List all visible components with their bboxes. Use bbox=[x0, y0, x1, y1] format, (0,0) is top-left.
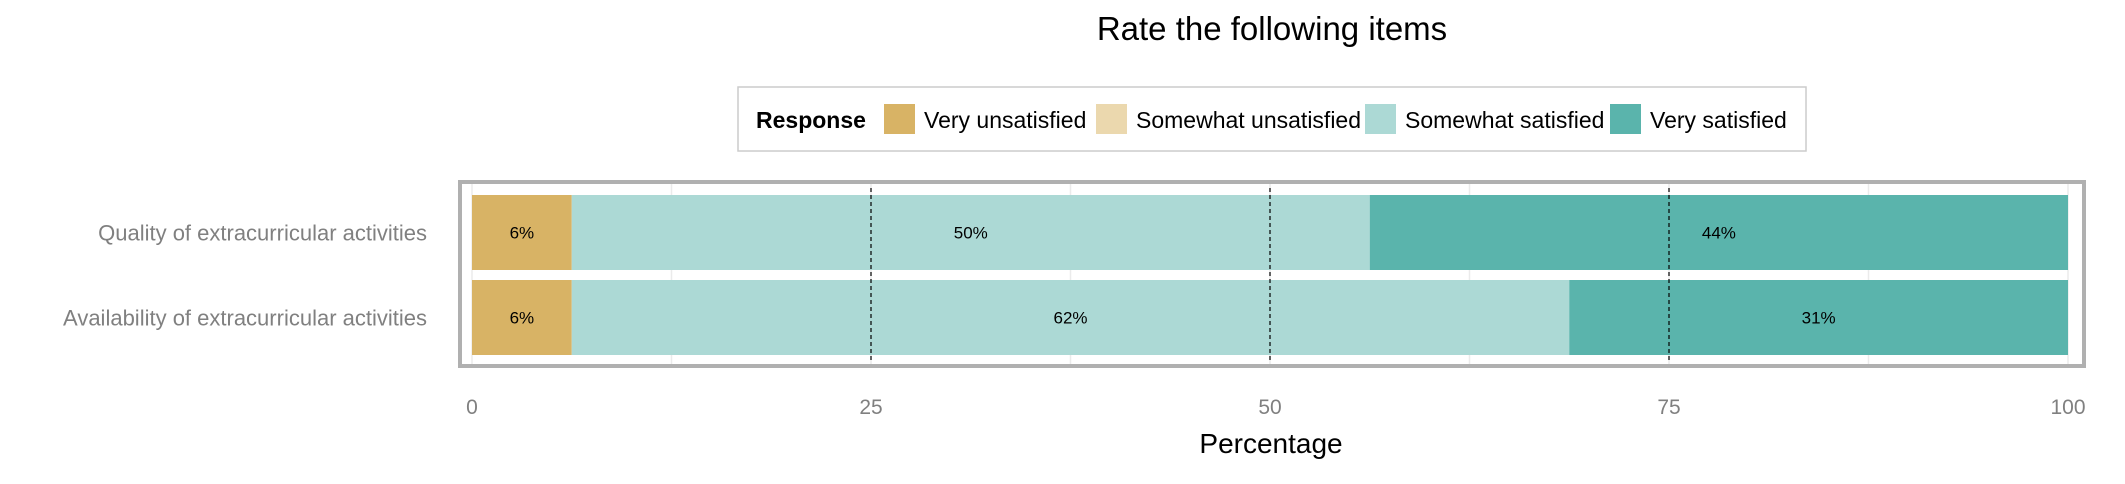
x-tick-label: 100 bbox=[2050, 396, 2085, 419]
legend-label-very-satisfied: Very satisfied bbox=[1650, 107, 1787, 133]
panel-border bbox=[458, 180, 2086, 368]
bar-segment bbox=[1569, 280, 2068, 355]
x-tick-label: 0 bbox=[466, 396, 478, 419]
bar-segment bbox=[1369, 195, 2068, 270]
bar-segment bbox=[472, 195, 572, 270]
legend-swatch-very-unsatisfied bbox=[884, 104, 915, 134]
data-label: 6% bbox=[510, 224, 535, 243]
data-label: 44% bbox=[1702, 224, 1736, 243]
legend-label-somewhat-satisfied: Somewhat satisfied bbox=[1405, 107, 1604, 133]
legend-swatch-somewhat-unsatisfied bbox=[1096, 104, 1127, 134]
y-axis: Quality of extracurricular activities Ava… bbox=[63, 221, 427, 331]
x-tick-label: 50 bbox=[1258, 396, 1281, 419]
x-axis-title: Percentage bbox=[1199, 428, 1342, 459]
bar-segment bbox=[571, 195, 1370, 270]
bar-segment bbox=[472, 280, 572, 355]
legend: Response Very unsatisfied Somewhat unsati… bbox=[737, 86, 1807, 152]
legend-label-very-unsatisfied: Very unsatisfied bbox=[924, 107, 1086, 133]
plot-area: 6% 50% 44% 6% 62% 31% bbox=[458, 180, 2086, 368]
chart-title: Rate the following items bbox=[1097, 10, 1447, 47]
legend-swatch-somewhat-satisfied bbox=[1365, 104, 1396, 134]
legend-title: Response bbox=[756, 107, 866, 133]
legend-swatch-very-satisfied bbox=[1610, 104, 1641, 134]
x-axis: 0 25 50 75 100 bbox=[466, 396, 2085, 419]
y-tick-label: Quality of extracurricular activities bbox=[98, 221, 427, 246]
legend-label-somewhat-unsatisfied: Somewhat unsatisfied bbox=[1136, 107, 1361, 133]
bar-segment bbox=[571, 280, 1570, 355]
x-tick-label: 25 bbox=[859, 396, 882, 419]
x-tick-label: 75 bbox=[1657, 396, 1680, 419]
y-tick-label: Availability of extracurricular activiti… bbox=[63, 306, 427, 331]
data-label: 62% bbox=[1053, 309, 1087, 328]
data-label: 6% bbox=[510, 309, 535, 328]
data-label: 31% bbox=[1802, 309, 1836, 328]
data-label: 50% bbox=[954, 224, 988, 243]
